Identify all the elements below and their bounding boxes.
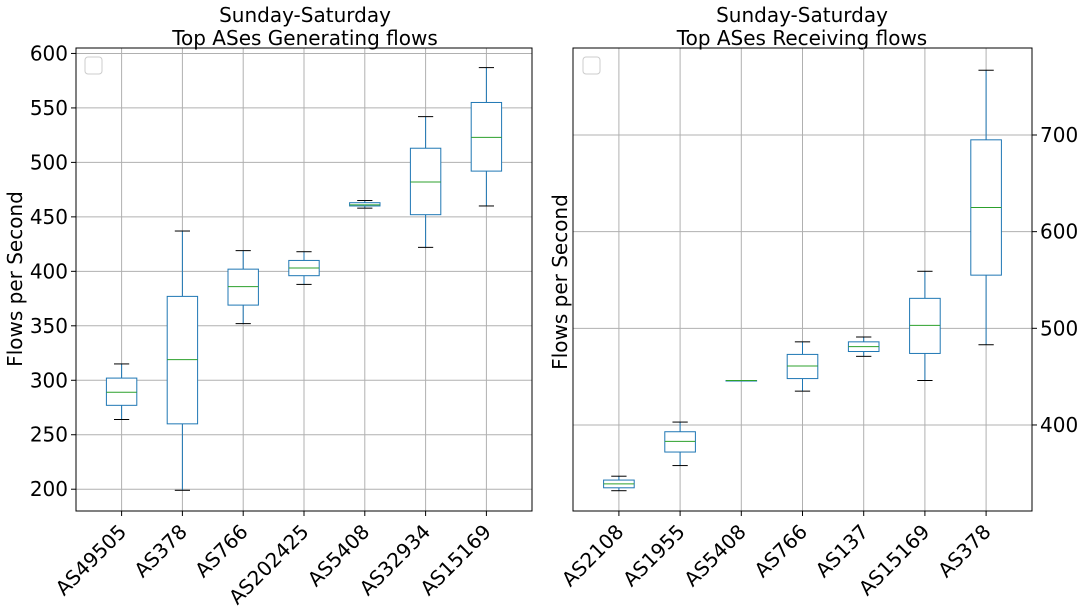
box-as49505 [105, 363, 138, 420]
y-axis-label: Flows per Second [3, 191, 27, 367]
box-as32934 [409, 116, 442, 248]
y-tick-labels: 400 500 600 700 [1032, 123, 1078, 437]
box-as202425 [288, 251, 320, 285]
y-tick-label: 250 [30, 423, 68, 447]
y-tick-label: 450 [30, 205, 68, 229]
box-as137 [847, 336, 880, 357]
box-iqr [105, 377, 138, 406]
box-as5408 [725, 380, 758, 382]
box-as378 [166, 230, 199, 491]
box-as378 [970, 69, 1002, 346]
y-tick-label: 600 [1040, 220, 1078, 244]
box-series [105, 67, 503, 491]
y-tick-label: 300 [30, 368, 68, 392]
chart-title-line1: Sunday-Saturday [716, 3, 888, 27]
y-tick-label: 400 [1040, 413, 1078, 437]
x-tick-label: AS2108 [557, 520, 629, 592]
y-tick-label: 550 [30, 96, 68, 120]
box-iqr [349, 202, 381, 207]
plot-frame [75, 47, 533, 512]
y-tick-label: 500 [30, 150, 68, 174]
chart-title-line2: Top ASes Generating flows [171, 26, 438, 50]
box-as766 [786, 341, 819, 392]
box-as15169 [909, 270, 941, 382]
box-iqr [409, 147, 442, 216]
y-tick-label: 700 [1040, 123, 1078, 147]
y-tick-label: 350 [30, 314, 68, 338]
x-tick-label: AS766 [749, 520, 812, 583]
legend-box [582, 56, 601, 75]
chart-title-line1: Sunday-Saturday [219, 3, 391, 27]
y-tick-label: 600 [30, 41, 68, 65]
y-tick-label: 200 [30, 477, 68, 501]
box-iqr [166, 295, 199, 425]
x-tick-label: AS378 [129, 520, 192, 583]
x-tick-labels: AS49505AS378AS766AS202425AS5408AS32934AS… [51, 511, 496, 609]
x-tick-label: AS5408 [679, 520, 751, 592]
box-as15169 [470, 67, 503, 207]
plot-frame [572, 47, 1033, 512]
box-iqr [227, 268, 259, 306]
chart-panel-generating: Sunday-Saturday Top ASes Generating flow… [3, 3, 533, 609]
y-axis-label: Flows per Second [548, 194, 572, 370]
box-as1955 [664, 421, 696, 467]
grid-lines [573, 48, 1032, 511]
x-tick-label: AS49505 [51, 520, 132, 601]
box-iqr [470, 101, 503, 172]
box-series [603, 69, 1002, 492]
box-as766 [227, 250, 259, 325]
chart-title-line2: Top ASes Receiving flows [676, 26, 927, 50]
x-tick-label: AS1955 [618, 520, 690, 592]
y-tick-label: 400 [30, 259, 68, 283]
y-tick-label: 500 [1040, 316, 1078, 340]
x-tick-label: AS378 [933, 520, 996, 583]
box-as2108 [603, 475, 635, 492]
y-tick-labels: 200 250 300 350 400 450 500 550 600 [30, 41, 76, 501]
chart-panel-receiving: Sunday-Saturday Top ASes Receiving flows… [548, 3, 1078, 600]
legend-box [84, 56, 103, 75]
box-as5408 [349, 200, 381, 209]
